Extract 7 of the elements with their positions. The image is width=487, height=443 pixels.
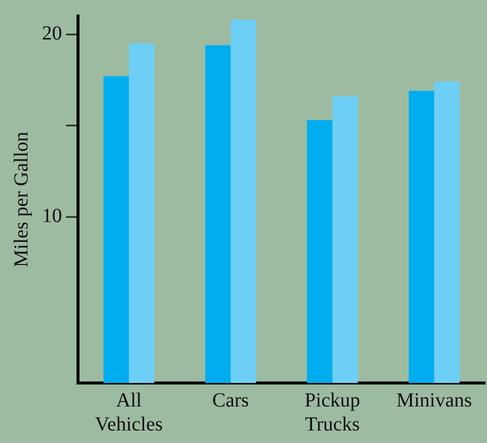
x-tick-label: Cars (212, 389, 250, 412)
y-tick-label: 20 (42, 22, 62, 45)
y-tick-label: 10 (42, 205, 62, 228)
x-tick-label: All Vehicles (94, 389, 163, 436)
x-tick-label: Pickup Trucks (304, 389, 360, 436)
x-tick-label: Minivans (396, 389, 472, 412)
y-axis-title: Miles per Gallon (10, 132, 32, 268)
